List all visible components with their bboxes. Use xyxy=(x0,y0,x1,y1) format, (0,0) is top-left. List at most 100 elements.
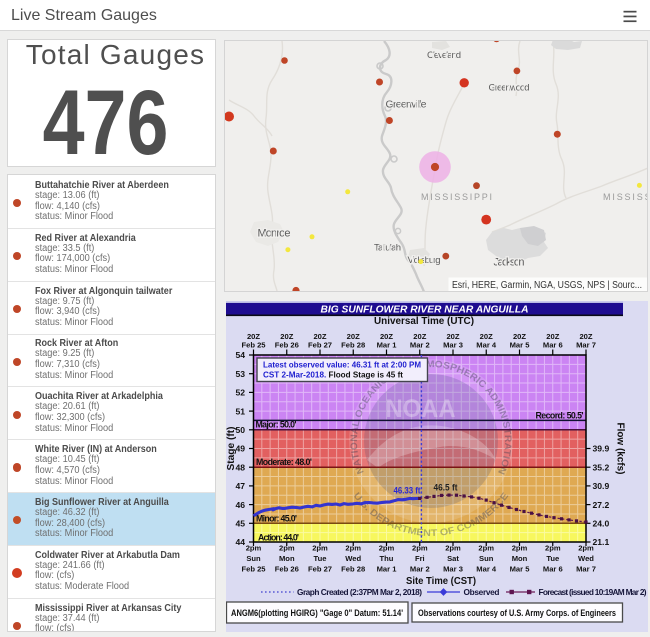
svg-text:Universal Time (UTC): Universal Time (UTC) xyxy=(374,316,474,327)
svg-text:39.9: 39.9 xyxy=(593,444,610,454)
svg-text:Minor: 45.0': Minor: 45.0' xyxy=(256,513,297,523)
svg-text:Mar 1: Mar 1 xyxy=(377,341,398,350)
svg-text:NOAA: NOAA xyxy=(386,395,456,423)
svg-text:20Z: 20Z xyxy=(546,332,559,341)
svg-text:Observed: Observed xyxy=(464,587,500,597)
svg-text:Greenwood: Greenwood xyxy=(489,83,530,94)
svg-text:Record: 50.5': Record: 50.5' xyxy=(536,411,584,421)
svg-text:Wed: Wed xyxy=(345,554,361,563)
svg-text:Sat: Sat xyxy=(447,554,459,563)
svg-text:2pm: 2pm xyxy=(279,543,295,552)
svg-text:Feb 26: Feb 26 xyxy=(275,564,299,573)
svg-text:48: 48 xyxy=(235,462,245,472)
svg-text:30.9: 30.9 xyxy=(593,481,610,491)
svg-text:Major: 50.0': Major: 50.0' xyxy=(256,419,297,429)
svg-text:Tue: Tue xyxy=(314,554,327,563)
svg-text:20Z: 20Z xyxy=(347,332,360,341)
svg-text:Mar 7: Mar 7 xyxy=(576,341,596,350)
svg-text:Feb 26: Feb 26 xyxy=(275,341,299,350)
svg-text:Feb 27: Feb 27 xyxy=(308,564,332,573)
svg-text:21.1: 21.1 xyxy=(593,537,610,547)
svg-text:ANGM6(plotting HGIRG) "Gage 0": ANGM6(plotting HGIRG) "Gage 0" Datum: 51… xyxy=(231,608,403,618)
svg-text:Latest observed value: 46.31 f: Latest observed value: 46.31 ft at 2:00 … xyxy=(263,360,421,370)
svg-text:Mar 6: Mar 6 xyxy=(543,564,563,573)
svg-text:Mar 3: Mar 3 xyxy=(443,564,463,573)
svg-text:Site Time (CST): Site Time (CST) xyxy=(406,575,476,587)
svg-text:50: 50 xyxy=(235,425,245,435)
svg-text:20Z: 20Z xyxy=(579,332,592,341)
svg-text:Mar 4: Mar 4 xyxy=(476,564,497,573)
svg-text:Vicksburg: Vicksburg xyxy=(408,255,441,266)
svg-text:Cleveland: Cleveland xyxy=(427,50,461,61)
svg-text:MISSISSI: MISSISSI xyxy=(603,192,647,202)
svg-text:54: 54 xyxy=(235,350,245,360)
svg-text:Mon: Mon xyxy=(512,554,528,563)
svg-text:Fri: Fri xyxy=(415,554,425,563)
svg-text:35.2: 35.2 xyxy=(593,462,610,472)
svg-text:20Z: 20Z xyxy=(513,332,526,341)
svg-text:2pm: 2pm xyxy=(412,543,428,552)
svg-text:Sun: Sun xyxy=(479,554,494,563)
svg-text:Feb 27: Feb 27 xyxy=(308,341,332,350)
svg-text:Action: 44.0': Action: 44.0' xyxy=(258,532,299,542)
svg-text:Tue: Tue xyxy=(546,554,559,563)
svg-text:52: 52 xyxy=(235,388,245,398)
svg-text:2pm: 2pm xyxy=(545,543,561,552)
svg-text:BIG SUNFLOWER RIVER NEAR ANGUI: BIG SUNFLOWER RIVER NEAR ANGUILLA xyxy=(321,304,529,316)
svg-text:49: 49 xyxy=(235,444,245,454)
svg-text:CST 2-Mar-2018. Flood Stage is: CST 2-Mar-2018. Flood Stage is 45 ft xyxy=(263,369,403,379)
svg-text:20Z: 20Z xyxy=(247,332,260,341)
svg-text:Mar 2: Mar 2 xyxy=(410,564,430,573)
svg-text:46.33 ft: 46.33 ft xyxy=(394,486,421,496)
svg-text:Esri, HERE, Garmin, NGA, USGS,: Esri, HERE, Garmin, NGA, USGS, NPS | Sou… xyxy=(452,280,642,291)
svg-text:20Z: 20Z xyxy=(446,332,459,341)
svg-text:MISSISSIPPI: MISSISSIPPI xyxy=(421,192,492,202)
svg-text:46.5 ft: 46.5 ft xyxy=(434,483,458,493)
svg-text:Observations courtesy of U.S.: Observations courtesy of U.S. Army Corps… xyxy=(418,608,616,618)
svg-text:44: 44 xyxy=(235,537,245,547)
svg-text:Mar 2: Mar 2 xyxy=(410,341,430,350)
svg-text:2pm: 2pm xyxy=(445,543,461,552)
svg-text:Feb 28: Feb 28 xyxy=(341,564,365,573)
svg-text:20Z: 20Z xyxy=(280,332,293,341)
svg-text:2pm: 2pm xyxy=(312,543,328,552)
svg-text:2pm: 2pm xyxy=(379,543,395,552)
svg-text:Moderate: 48.0': Moderate: 48.0' xyxy=(256,457,312,467)
svg-text:24.0: 24.0 xyxy=(593,519,610,529)
svg-text:Graph Created (2:37PM Mar 2, 2: Graph Created (2:37PM Mar 2, 2018) xyxy=(297,587,422,597)
svg-text:2pm: 2pm xyxy=(345,543,361,552)
svg-text:27.2: 27.2 xyxy=(593,500,610,510)
svg-text:46: 46 xyxy=(235,500,245,510)
svg-text:Feb 25: Feb 25 xyxy=(241,564,266,573)
svg-text:Forecast (issued 10:19AM Mar 2: Forecast (issued 10:19AM Mar 2) xyxy=(539,587,647,597)
svg-text:Mon: Mon xyxy=(279,554,295,563)
svg-text:45: 45 xyxy=(235,519,245,529)
svg-text:2pm: 2pm xyxy=(578,543,594,552)
svg-text:Mar 3: Mar 3 xyxy=(443,341,463,350)
svg-text:Mar 6: Mar 6 xyxy=(543,341,563,350)
svg-text:51: 51 xyxy=(235,406,245,416)
svg-text:Mar 1: Mar 1 xyxy=(377,564,398,573)
svg-text:2pm: 2pm xyxy=(478,543,494,552)
svg-text:Stage (ft): Stage (ft) xyxy=(226,427,237,471)
svg-text:Mar 7: Mar 7 xyxy=(576,564,596,573)
svg-text:53: 53 xyxy=(235,369,245,379)
svg-text:Feb 25: Feb 25 xyxy=(241,341,266,350)
svg-text:20Z: 20Z xyxy=(313,332,326,341)
svg-text:Wed: Wed xyxy=(578,554,594,563)
svg-text:Feb 28: Feb 28 xyxy=(341,341,365,350)
svg-text:20Z: 20Z xyxy=(480,332,493,341)
svg-text:Sun: Sun xyxy=(246,554,261,563)
svg-text:Mar 5: Mar 5 xyxy=(510,341,531,350)
svg-text:Mar 5: Mar 5 xyxy=(510,564,531,573)
svg-text:20Z: 20Z xyxy=(380,332,393,341)
svg-text:20Z: 20Z xyxy=(413,332,426,341)
svg-text:Mar 4: Mar 4 xyxy=(476,341,497,350)
svg-text:47: 47 xyxy=(235,481,245,491)
svg-text:Flow (kcfs): Flow (kcfs) xyxy=(615,423,626,475)
svg-text:Thu: Thu xyxy=(380,554,394,563)
svg-text:Greenville: Greenville xyxy=(386,99,427,111)
svg-text:Jackson: Jackson xyxy=(494,257,525,269)
svg-text:Monroe: Monroe xyxy=(258,228,291,240)
svg-text:2pm: 2pm xyxy=(512,543,528,552)
